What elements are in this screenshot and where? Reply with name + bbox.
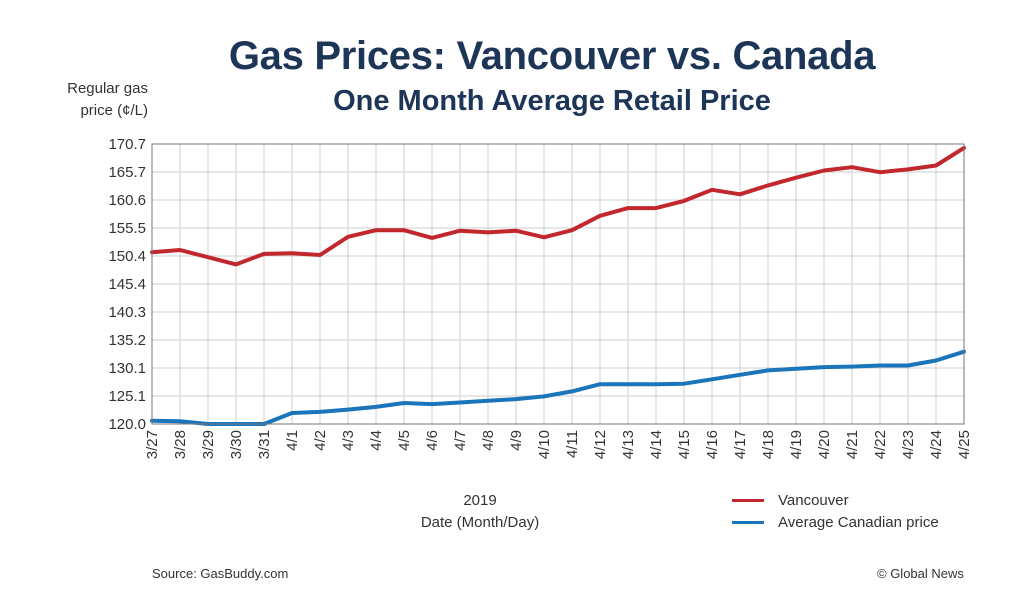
y-tick-label: 130.1: [108, 360, 146, 377]
y-tick-label: 145.4: [108, 276, 146, 293]
x-tick-label: 4/10: [536, 430, 553, 459]
x-tick-label: 3/28: [172, 430, 189, 459]
legend-label-canada: Average Canadian price: [778, 513, 939, 531]
x-tick-label: 4/12: [592, 430, 609, 459]
chart-title: Gas Prices: Vancouver vs. Canada: [228, 34, 876, 78]
y-tick-label: 120.0: [108, 416, 146, 433]
legend-label-vancouver: Vancouver: [778, 491, 849, 509]
x-tick-label: 4/6: [424, 430, 441, 451]
legend-swatch-canada: [732, 520, 764, 524]
x-tick-label: 4/21: [844, 430, 861, 459]
x-axis-label: 2019 Date (Month/Day): [380, 490, 580, 534]
x-tick-label: 4/4: [368, 430, 385, 451]
legend: Vancouver Average Canadian price: [732, 489, 939, 533]
x-tick-label: 4/25: [956, 430, 973, 459]
y-tick-label: 155.5: [108, 220, 146, 237]
x-tick-label: 4/16: [704, 430, 721, 459]
y-axis-label-line1: Regular gas: [67, 80, 148, 97]
y-tick-label: 135.2: [108, 332, 146, 349]
y-tick-labels: 120.0 125.1 130.1 135.2 140.3 145.4 150.4 155.5…: [108, 136, 146, 433]
y-tick-label: 170.7: [108, 136, 146, 153]
x-tick-label: 4/11: [564, 430, 581, 458]
legend-item-canada: Average Canadian price: [732, 511, 939, 533]
y-tick-label: 140.3: [108, 304, 146, 321]
gridlines: [151, 143, 965, 425]
x-tick-label: 4/14: [648, 430, 665, 459]
legend-item-vancouver: Vancouver: [732, 489, 939, 511]
x-tick-label: 4/15: [676, 430, 693, 459]
x-tick-label: 4/9: [508, 430, 525, 451]
x-tick-label: 4/8: [480, 430, 497, 451]
y-tick-label: 150.4: [108, 248, 146, 265]
x-tick-label: 3/31: [256, 430, 273, 459]
credit-note: © Global News: [877, 566, 964, 581]
source-note: Source: GasBuddy.com: [152, 566, 289, 581]
y-tick-label: 165.7: [108, 164, 146, 181]
x-axis-label-text: Date (Month/Day): [420, 514, 540, 531]
x-tick-label: 4/5: [396, 430, 413, 451]
x-tick-label: 4/17: [732, 430, 749, 459]
canada-series-line: [150, 349, 966, 426]
legend-swatch-vancouver: [732, 498, 764, 502]
vancouver-series-line: [150, 145, 966, 267]
y-tick-label: 125.1: [108, 388, 146, 405]
y-axis-label: Regular gas price (¢/L): [30, 78, 148, 122]
plot-frame: [151, 143, 965, 425]
x-tick-label: 4/24: [928, 430, 945, 459]
series-lines: [150, 145, 966, 426]
x-tick-label: 4/19: [788, 430, 805, 459]
x-tick-label: 3/27: [144, 430, 161, 459]
x-tick-label: 4/13: [620, 430, 637, 459]
x-tick-label: 4/3: [340, 430, 357, 451]
x-tick-label: 4/23: [900, 430, 917, 459]
y-axis-label-line2: price (¢/L): [80, 102, 148, 119]
x-tick-label: 4/1: [284, 430, 301, 451]
x-tick-label: 4/2: [312, 430, 329, 451]
x-tick-label: 3/30: [228, 430, 245, 459]
y-tick-label: 160.6: [108, 192, 146, 209]
x-tick-labels: 3/27 3/28 3/29 3/30 3/31 4/1 4/2 4/3 4/4 4/5 4/6 4/…: [144, 430, 973, 459]
chart-subtitle: One Month Average Retail Price: [333, 85, 771, 117]
x-tick-label: 3/29: [200, 430, 217, 459]
x-tick-label: 4/18: [760, 430, 777, 459]
x-axis-label-year: 2019: [463, 492, 497, 509]
x-tick-label: 4/20: [816, 430, 833, 459]
x-tick-label: 4/22: [872, 430, 889, 459]
x-tick-label: 4/7: [452, 430, 469, 451]
